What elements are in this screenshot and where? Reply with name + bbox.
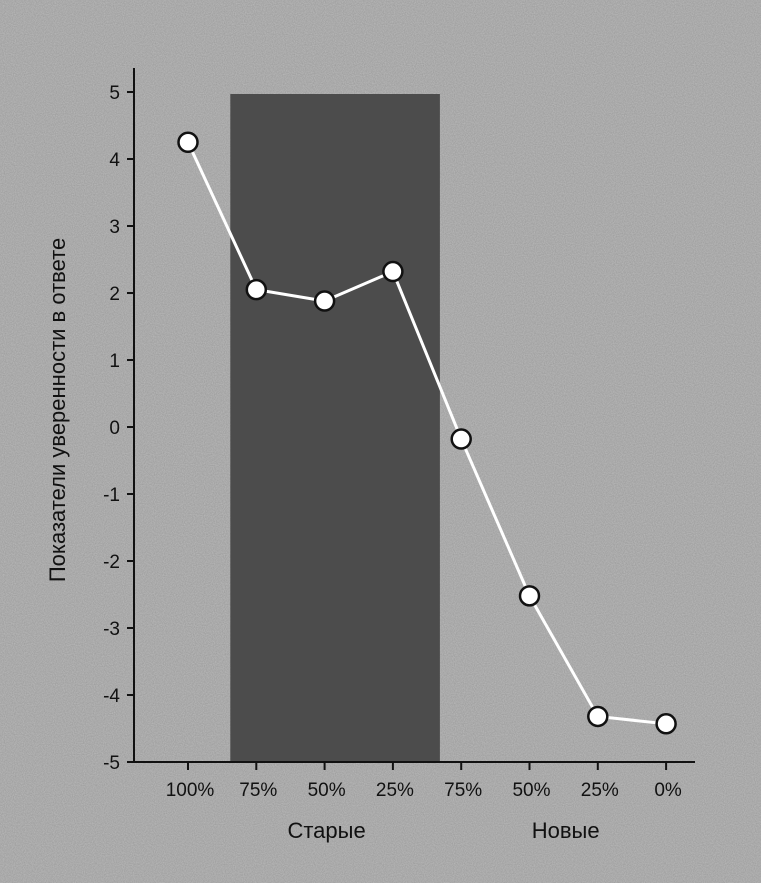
x-tick-label: 50% — [308, 780, 346, 801]
x-tick-label: 75% — [444, 780, 482, 801]
shaded-region — [230, 94, 440, 762]
data-point — [177, 131, 199, 153]
series-line — [186, 141, 667, 726]
y-tick-label: 2 — [109, 284, 120, 305]
x-tick-label: 75% — [239, 780, 277, 801]
data-point — [655, 713, 677, 735]
y-tick-label: -1 — [103, 485, 120, 506]
x-tick-label: 50% — [512, 780, 550, 801]
y-tick-label: 0 — [109, 418, 120, 439]
y-tick-label: -2 — [103, 552, 120, 573]
y-tick-label: -4 — [103, 686, 120, 707]
y-tick-label: -5 — [103, 753, 120, 774]
x-tick-label: 25% — [376, 780, 414, 801]
y-tick-label: 5 — [109, 83, 120, 104]
y-tick-label: 4 — [109, 150, 120, 171]
data-point — [382, 260, 404, 283]
group-label: Новые — [532, 818, 600, 843]
data-point — [587, 705, 609, 728]
data-point — [518, 585, 541, 607]
x-tick-label: 0% — [654, 780, 682, 801]
x-tick-label: 25% — [581, 780, 619, 801]
data-point — [245, 278, 268, 301]
x-tick-label: 100% — [166, 780, 215, 801]
y-tick-label: -3 — [103, 619, 120, 640]
data-point — [313, 290, 336, 312]
y-axis-title: Показатели уверенности в ответе — [45, 238, 70, 582]
data-point — [450, 428, 472, 450]
group-label: Старые — [287, 818, 365, 843]
y-tick-label: 3 — [109, 217, 120, 238]
y-tick-label: 1 — [109, 351, 120, 372]
